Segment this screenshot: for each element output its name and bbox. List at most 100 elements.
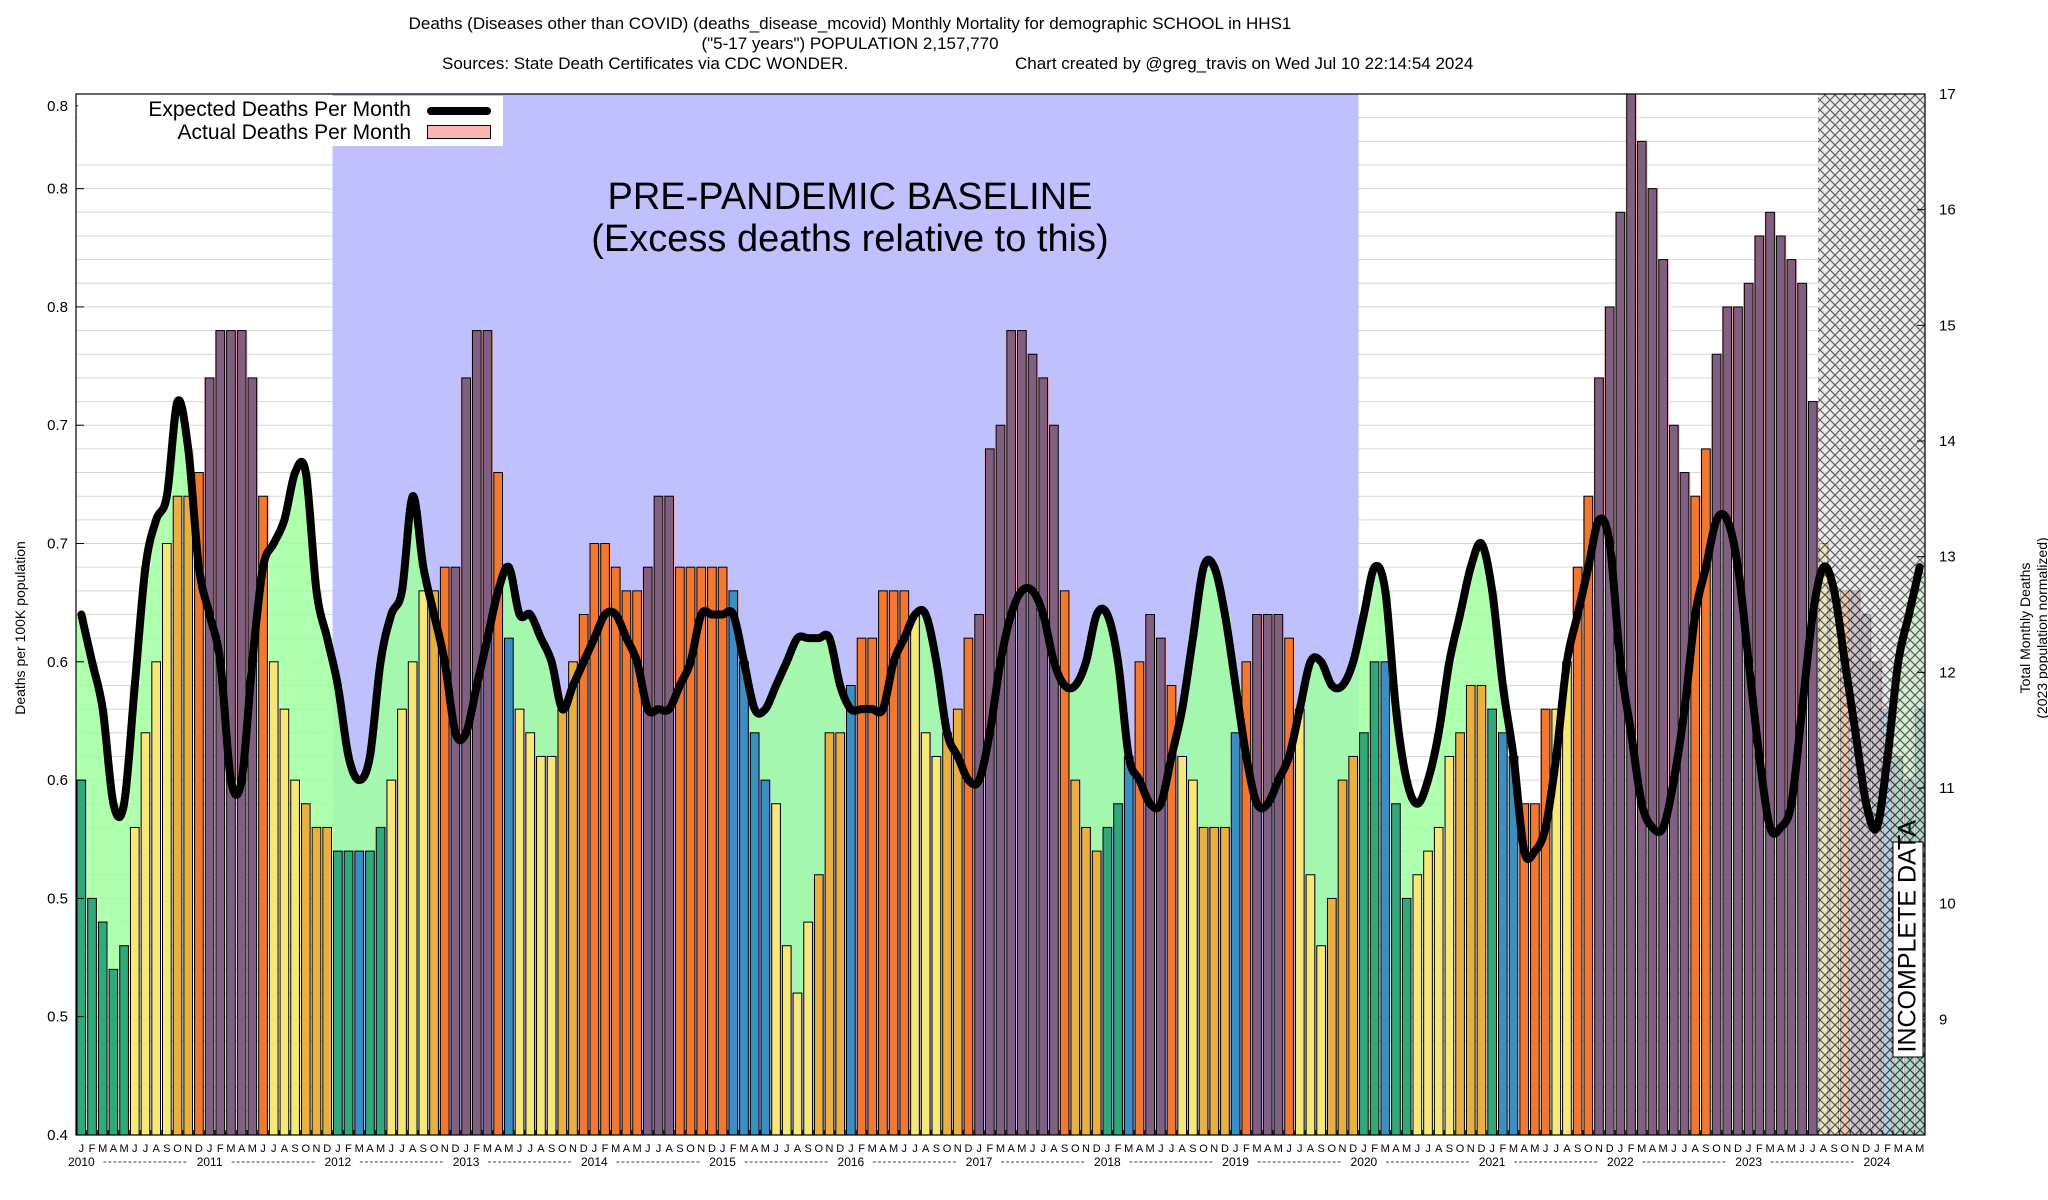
x-tick-label: M bbox=[633, 1143, 642, 1155]
y-axis-label-right-line2: (2023 population normalized) bbox=[2034, 537, 2048, 719]
actual-bar bbox=[450, 566, 461, 1136]
x-tick-label: F bbox=[1243, 1143, 1250, 1155]
x-tick-label: N bbox=[954, 1143, 962, 1155]
x-year-label: 2014 bbox=[581, 1155, 608, 1169]
x-tick-label: F bbox=[1499, 1143, 1506, 1155]
excess-deficit-area bbox=[1465, 567, 1477, 686]
actual-bar bbox=[1102, 826, 1113, 1136]
excess-deficit-area bbox=[300, 472, 312, 804]
x-tick-label: M bbox=[1530, 1143, 1539, 1155]
actual-bar bbox=[1006, 330, 1017, 1136]
x-tick-label: J bbox=[517, 1143, 523, 1155]
x-tick-label: A bbox=[922, 1143, 930, 1155]
excess-deficit-area bbox=[546, 661, 558, 757]
excess-deficit-area bbox=[1411, 803, 1424, 875]
excess-deficit-area bbox=[1305, 661, 1317, 875]
actual-bar bbox=[1540, 708, 1551, 1136]
excess-deficit-area bbox=[1369, 567, 1381, 662]
actual-bar bbox=[1284, 637, 1294, 1136]
tick-labels: 0.4 0.5 0.5 0.6 0.6 0.7 0.7 0.8 0.8 0.8 9 10 11 12 13 1… bbox=[47, 86, 1956, 1169]
excess-deficit-area bbox=[770, 685, 782, 804]
x-tick-label: D bbox=[1606, 1143, 1614, 1155]
actual-bar bbox=[1626, 93, 1636, 1136]
actual-bar bbox=[407, 661, 418, 1136]
x-tick-label: A bbox=[1820, 1143, 1828, 1155]
actual-bar bbox=[354, 850, 365, 1136]
actual-bar bbox=[418, 590, 429, 1136]
excess-deficit-area bbox=[161, 496, 173, 544]
x-tick-label: J bbox=[1233, 1143, 1239, 1155]
x-tick-label: A bbox=[879, 1143, 887, 1155]
expected-deaths-line bbox=[77, 396, 1924, 864]
excess-deficit-area bbox=[1347, 661, 1360, 757]
actual-bar bbox=[1070, 779, 1081, 1136]
excess-deficit-area bbox=[353, 780, 366, 852]
actual-bar bbox=[1807, 401, 1818, 1136]
plot-frame bbox=[75, 93, 1926, 1136]
x-tick-label: F bbox=[1628, 1143, 1635, 1155]
x-tick-label: S bbox=[548, 1143, 555, 1155]
baseline-period-band bbox=[332, 94, 1359, 1135]
actual-bar bbox=[1647, 188, 1658, 1136]
excess-deficit-area bbox=[343, 756, 355, 852]
legend-label-expected: Expected Deaths Per Month bbox=[148, 98, 411, 121]
actual-bar bbox=[1380, 661, 1391, 1136]
actual-bar bbox=[1262, 614, 1273, 1136]
actual-bar bbox=[471, 330, 482, 1136]
excess-deficit-area bbox=[1069, 685, 1082, 781]
x-tick-label: F bbox=[473, 1143, 480, 1155]
actual-bar bbox=[247, 377, 258, 1136]
actual-bar bbox=[1252, 614, 1262, 1136]
actual-bar bbox=[1604, 306, 1615, 1136]
y2-tick-label: 9 bbox=[1939, 1011, 1947, 1028]
x-tick-label: N bbox=[1852, 1143, 1860, 1155]
actual-bar bbox=[813, 874, 824, 1136]
x-tick-label: J bbox=[1554, 1143, 1560, 1155]
x-tick-label: J bbox=[1618, 1143, 1624, 1155]
actual-bar bbox=[172, 495, 183, 1136]
y2-tick-label: 14 bbox=[1939, 433, 1956, 450]
actual-bar bbox=[1337, 779, 1348, 1136]
x-tick-label: S bbox=[1702, 1143, 1709, 1155]
actual-bar bbox=[1572, 566, 1583, 1136]
x-tick-label: A bbox=[238, 1143, 246, 1155]
x-tick-label: A bbox=[1905, 1143, 1913, 1155]
excess-deficit-area bbox=[792, 638, 804, 994]
x-year-label: 2022 bbox=[1607, 1155, 1634, 1169]
excess-deficit-area bbox=[524, 614, 537, 733]
x-tick-label: J bbox=[1415, 1143, 1421, 1155]
actual-bar bbox=[300, 803, 311, 1136]
x-tick-label: J bbox=[592, 1143, 598, 1155]
x-tick-label: J bbox=[79, 1143, 85, 1155]
excess-deficit-area bbox=[289, 472, 301, 781]
x-tick-label: A bbox=[494, 1143, 502, 1155]
actual-bar bbox=[1733, 306, 1743, 1136]
actual-bar bbox=[1316, 945, 1326, 1136]
actual-bar bbox=[1155, 637, 1166, 1136]
actual-bar bbox=[728, 590, 739, 1136]
excess-deficit-area bbox=[140, 567, 152, 733]
actual-bar bbox=[1412, 874, 1423, 1136]
excess-deficit-area bbox=[813, 638, 825, 875]
chart-sources: Sources: State Death Certificates via CD… bbox=[442, 54, 849, 73]
excess-deficit-area bbox=[760, 709, 772, 781]
y-tick-label: 0.7 bbox=[47, 536, 68, 553]
actual-bar bbox=[600, 543, 610, 1136]
actual-bar bbox=[1754, 235, 1765, 1136]
x-tick-label: A bbox=[1435, 1143, 1443, 1155]
actual-bar bbox=[1305, 874, 1316, 1136]
actual-bar bbox=[1091, 850, 1102, 1136]
x-tick-label: J bbox=[902, 1143, 908, 1155]
x-tick-label: J bbox=[1874, 1143, 1880, 1155]
x-tick-label: J bbox=[976, 1143, 982, 1155]
x-tick-label: J bbox=[1286, 1143, 1292, 1155]
x-year-label: 2012 bbox=[325, 1155, 352, 1169]
x-tick-label: J bbox=[132, 1143, 138, 1155]
x-tick-label: A bbox=[1692, 1143, 1700, 1155]
y-tick-label: 0.4 bbox=[47, 1127, 68, 1144]
actual-bar bbox=[1562, 661, 1572, 1136]
actual-bar bbox=[525, 732, 536, 1136]
y-tick-label: 0.6 bbox=[47, 772, 68, 789]
x-tick-label: O bbox=[1328, 1143, 1337, 1155]
y2-tick-label: 12 bbox=[1939, 664, 1956, 681]
